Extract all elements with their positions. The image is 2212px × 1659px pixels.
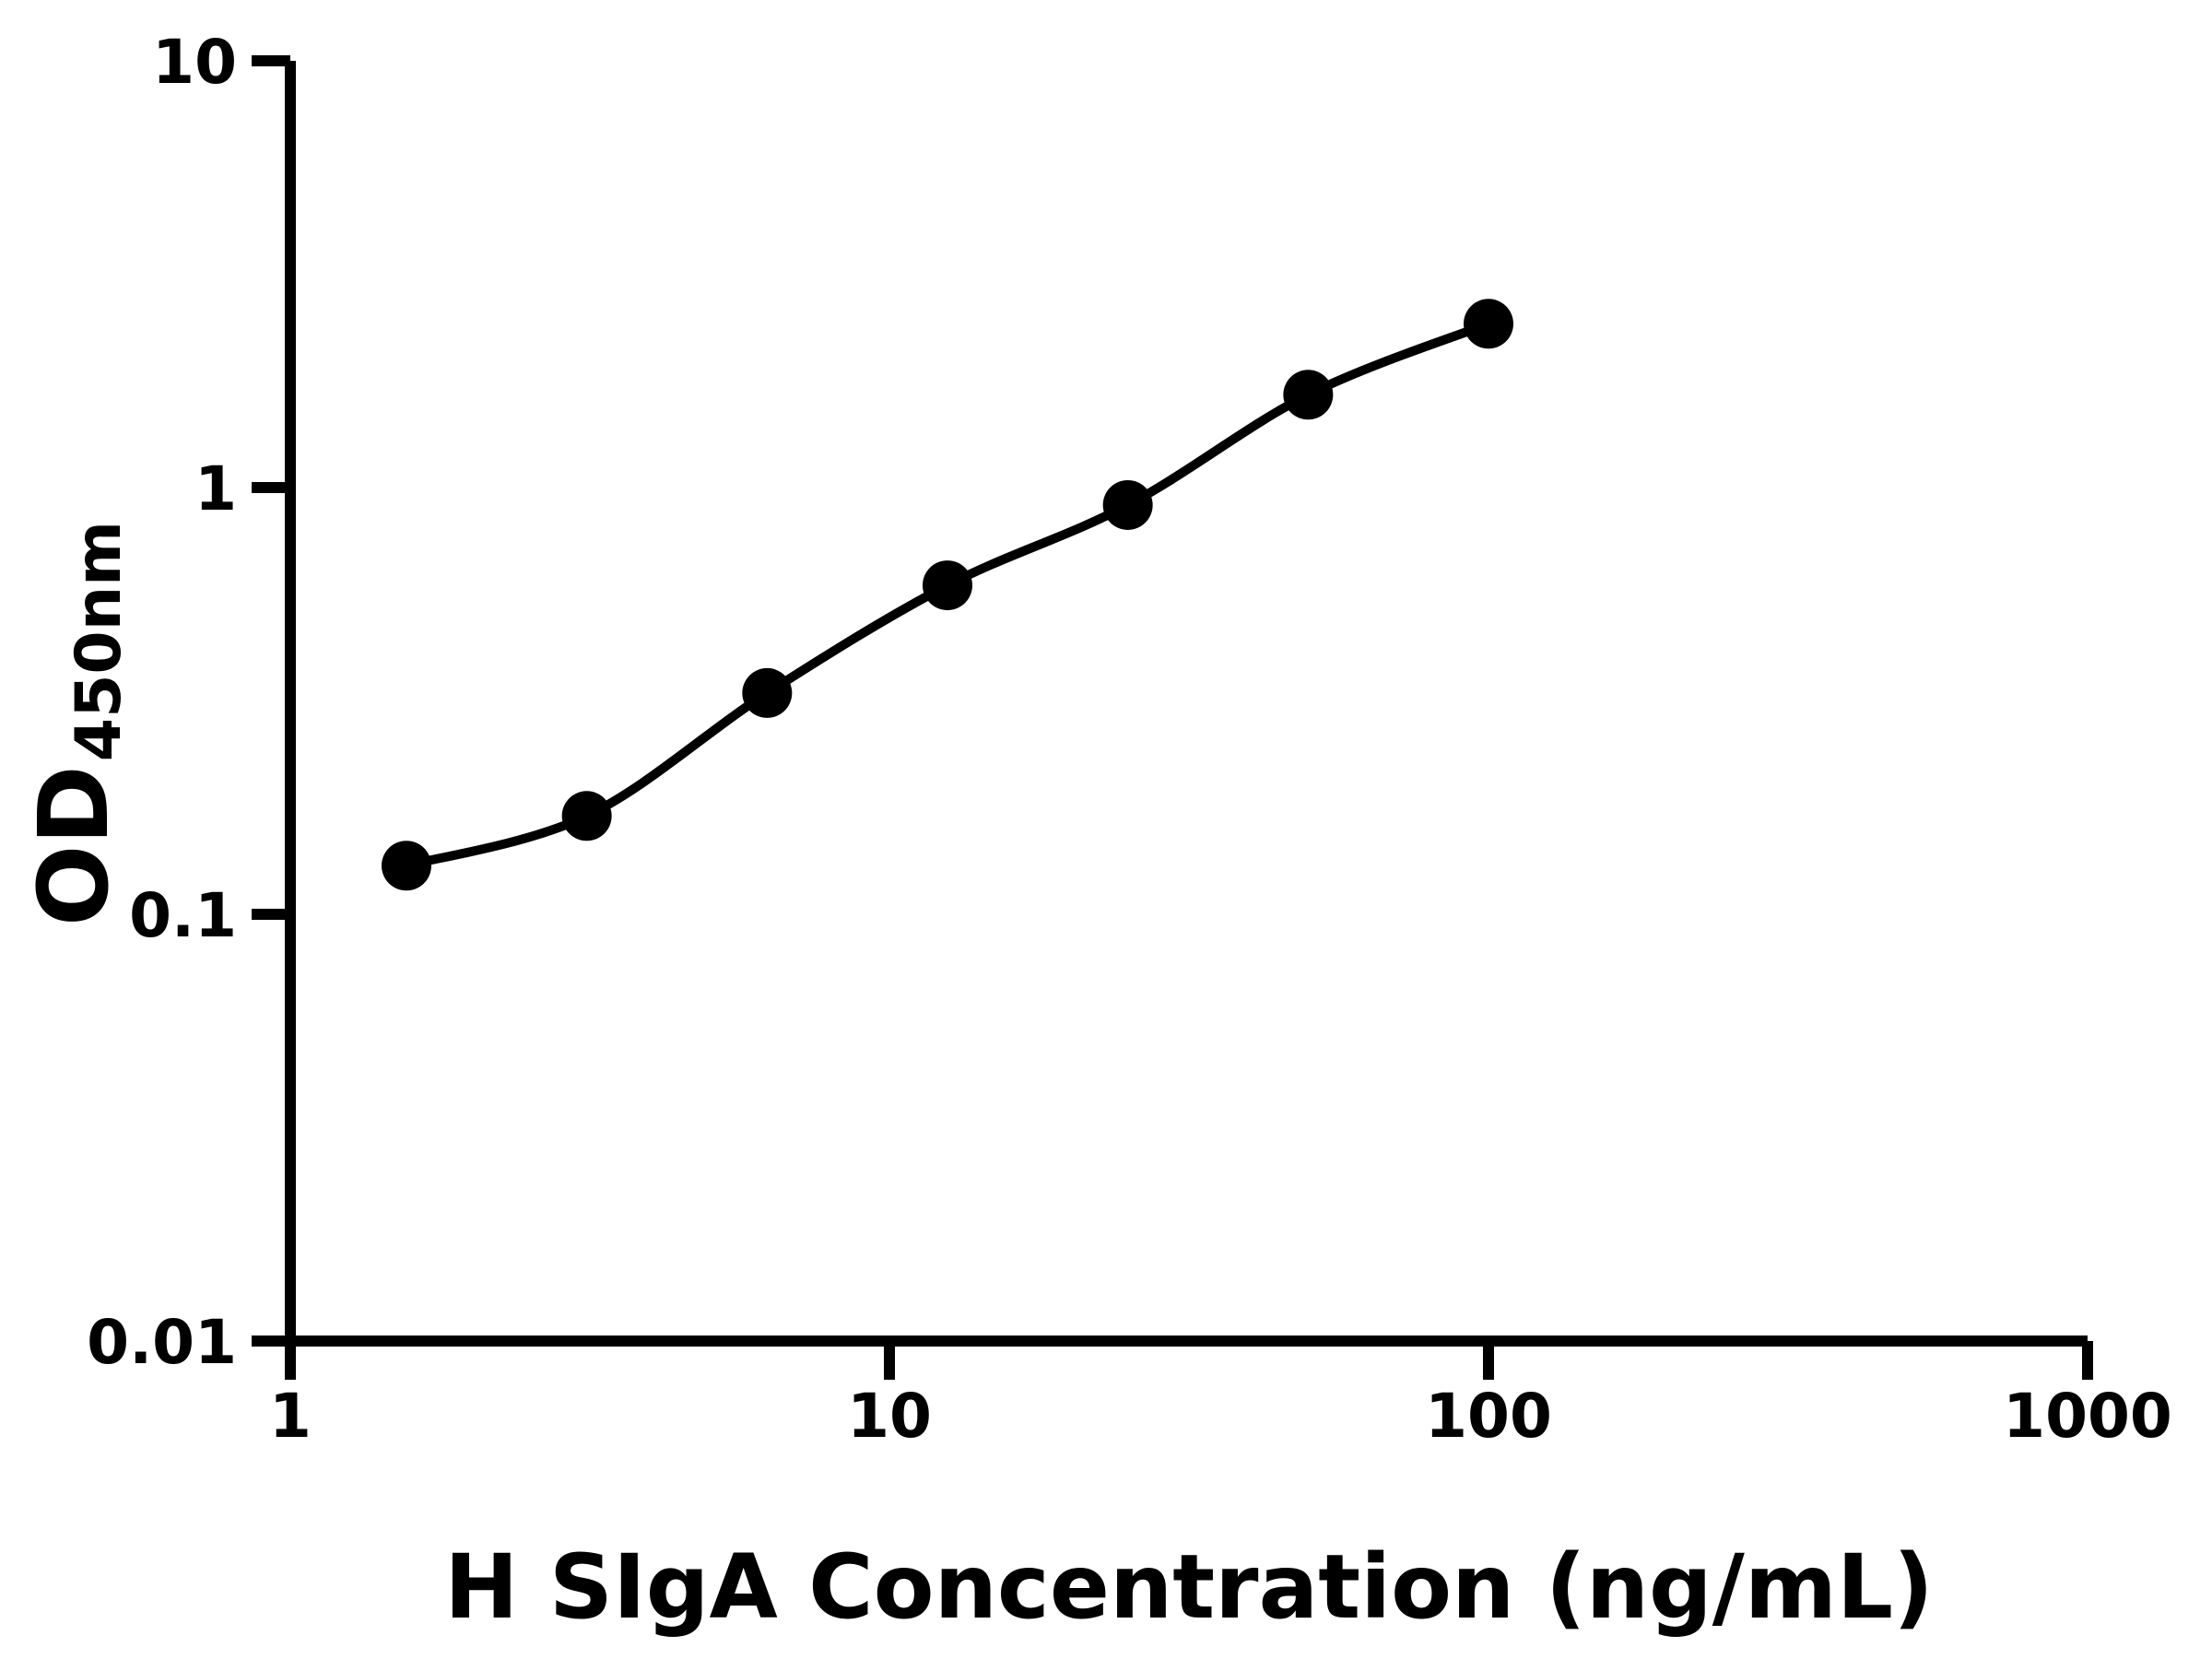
y-tick-label-1: 1 xyxy=(194,453,237,524)
axis-spines xyxy=(285,61,2088,1347)
y-tick-label-10: 10 xyxy=(152,27,237,98)
y-tick-label-0.1: 0.1 xyxy=(129,880,237,951)
data-point-25 xyxy=(1102,479,1153,530)
data-point-12.5 xyxy=(922,560,972,611)
y-axis-title-sub: 450nm xyxy=(63,521,135,761)
y-axis-title: OD 450nm xyxy=(18,521,135,926)
data-point-1.5625 xyxy=(381,841,431,891)
data-point-100 xyxy=(1464,299,1513,349)
x-tick-label-10: 10 xyxy=(847,1381,932,1452)
data-series xyxy=(381,299,1513,891)
data-point-50 xyxy=(1283,370,1334,420)
x-tick-label-1000: 1000 xyxy=(2003,1381,2172,1452)
x-tick-label-1: 1 xyxy=(269,1381,312,1452)
y-tick-label-0.01: 0.01 xyxy=(87,1307,237,1378)
data-point-3.125 xyxy=(561,791,612,841)
x-axis-title: H SIgA Concentration (ng/mL) xyxy=(444,1535,1934,1639)
data-point-6.25 xyxy=(742,667,793,718)
axes: 0.01 0.1 1 10 1 10 100 1000 xyxy=(87,27,2172,1452)
x-tick-label-100: 100 xyxy=(1425,1381,1552,1452)
y-axis-title-main: OD xyxy=(18,765,130,926)
